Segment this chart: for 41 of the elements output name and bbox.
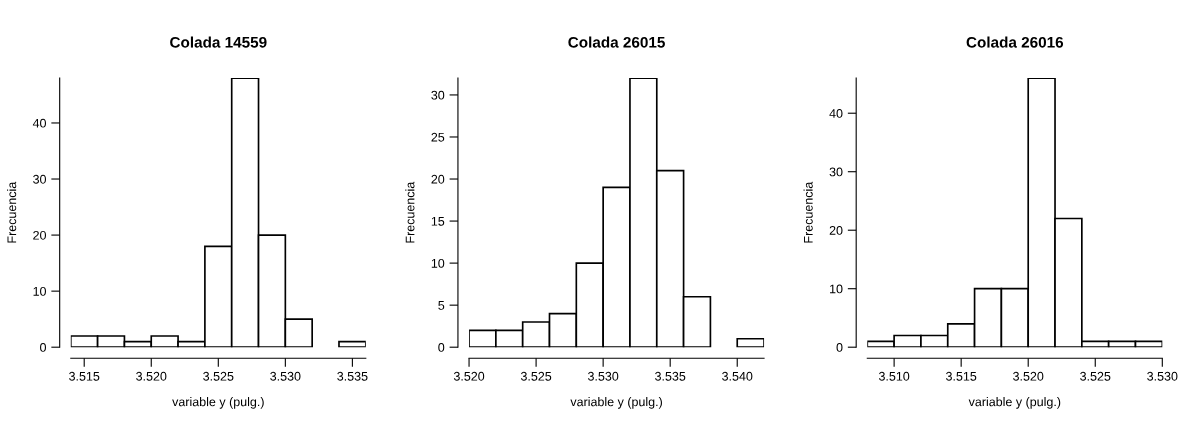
y-tick-label: 10	[830, 284, 843, 294]
y-tick-label: 5	[438, 301, 445, 310]
y-tick-label: 40	[32, 118, 47, 128]
x-tick-label: 3.530	[1147, 371, 1178, 381]
y-tick-label: 20	[431, 174, 445, 184]
x-tick-label: 3.535	[337, 371, 368, 381]
chart-title: Colada 26015	[568, 36, 665, 48]
x-axis-title: variable y (pulg.)	[172, 397, 264, 409]
y-tick-label: 15	[431, 217, 445, 226]
x-tick-label: 3.530	[270, 371, 301, 381]
x-tick-label: 3.515	[946, 371, 977, 381]
chart-title: Colada 14559	[170, 36, 267, 48]
y-tick-label: 10	[431, 258, 445, 268]
x-tick-label: 3.515	[69, 371, 100, 381]
x-tick-label: 3.525	[520, 371, 552, 381]
y-axis-title: Frecuencia	[7, 181, 17, 243]
y-tick-label: 10	[33, 286, 47, 296]
y-tick-label: 20	[33, 230, 47, 240]
x-tick-label: 3.540	[722, 371, 753, 381]
x-tick-label: 3.525	[1080, 371, 1111, 381]
x-tick-label: 3.530	[587, 371, 619, 381]
x-axis-title: variable y (pulg.)	[968, 397, 1061, 409]
x-tick-label: 3.520	[453, 371, 485, 381]
y-tick-label: 40	[829, 109, 843, 118]
y-tick-label: 30	[33, 174, 47, 184]
y-axis-title: Frecuencia	[803, 181, 813, 243]
x-axis-title: variable y (pulg.)	[570, 397, 662, 409]
x-tick-label: 3.520	[1013, 371, 1044, 381]
x-tick-label: 3.520	[136, 371, 167, 381]
y-axis-title: Frecuencia	[405, 181, 415, 243]
y-tick-label: 30	[829, 167, 843, 177]
y-tick-label: 25	[431, 132, 445, 142]
y-tick-label: 0	[438, 343, 445, 352]
chart-title: Colada 26016	[966, 36, 1064, 48]
y-tick-label: 30	[431, 90, 445, 100]
x-tick-label: 3.510	[878, 371, 910, 381]
x-tick-label: 3.525	[203, 371, 234, 381]
y-tick-label: 20	[829, 226, 843, 235]
y-tick-label: 0	[836, 343, 843, 352]
y-tick-label: 0	[40, 343, 47, 352]
x-tick-label: 3.535	[655, 371, 686, 381]
